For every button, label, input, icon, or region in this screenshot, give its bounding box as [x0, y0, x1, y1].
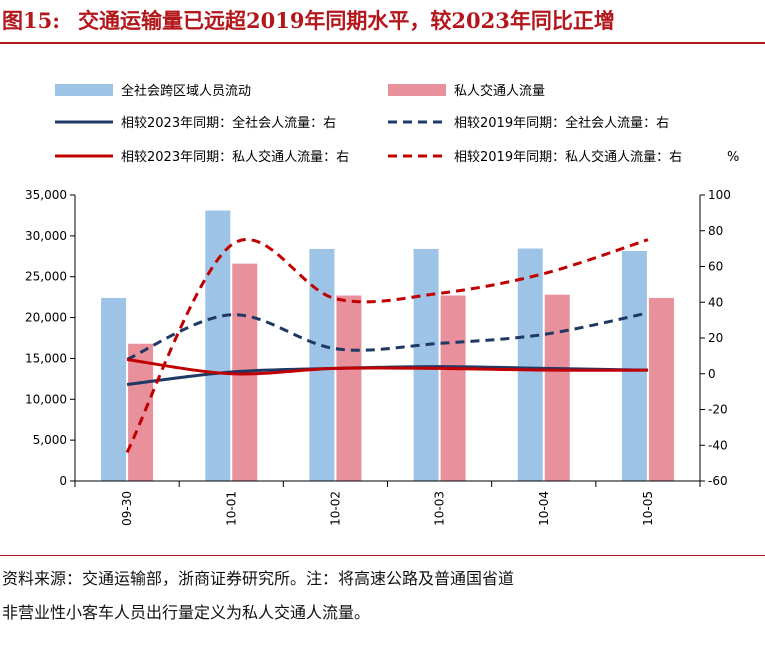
- bar-1-10-02: [309, 248, 335, 481]
- legend-label-6: 相较2019年同期：私人交通人流量：右: [454, 149, 682, 165]
- figure-number: 图15:: [2, 8, 60, 33]
- x-tick-label: 10-05: [641, 491, 655, 526]
- legend-swatch-1: [55, 84, 113, 96]
- x-tick-label: 09-30: [120, 491, 134, 526]
- left-tick-label: 15,000: [25, 351, 67, 365]
- legend-swatch-2: [388, 84, 446, 96]
- figure-title: 交通运输量已远超2019年同期水平，较2023年同比正增: [77, 8, 615, 33]
- x-tick-label: 10-02: [328, 491, 342, 526]
- left-tick-label: 30,000: [25, 229, 67, 243]
- right-tick-label: 40: [708, 295, 723, 309]
- legend-label-1: 全社会跨区域人员流动: [121, 83, 251, 99]
- right-tick-label: 80: [708, 224, 723, 238]
- bar-2-10-04: [544, 294, 570, 481]
- right-axis-unit: %: [727, 150, 739, 165]
- source-line-1: 资料来源：交通运输部，浙商证券研究所。注：将高速公路及普通国省道: [2, 569, 515, 588]
- right-tick-label: 0: [708, 367, 716, 381]
- left-tick-label: 25,000: [25, 270, 67, 284]
- bar-2-10-05: [648, 297, 674, 481]
- left-tick-label: 35,000: [25, 188, 67, 202]
- legend-label-5: 相较2023年同期：私人交通人流量：右: [121, 149, 349, 165]
- legend-label-4: 相较2019年同期：全社会人流量：右: [454, 115, 669, 131]
- left-tick-label: 5,000: [33, 433, 67, 447]
- source-note: 资料来源：交通运输部，浙商证券研究所。注：将高速公路及普通国省道 非营业性小客车…: [0, 555, 765, 630]
- bar-2-10-03: [440, 295, 466, 481]
- source-line-2: 非营业性小客车人员出行量定义为私人交通人流量。: [2, 603, 371, 622]
- right-tick-label: 100: [708, 188, 731, 202]
- legend-label-3: 相较2023年同期：全社会人流量：右: [121, 115, 336, 131]
- left-tick-label: 20,000: [25, 311, 67, 325]
- legend-label-2: 私人交通人流量: [454, 83, 545, 99]
- line-series-3: [126, 357, 648, 376]
- line-series-4: [125, 238, 649, 454]
- x-tick-label: 10-01: [224, 491, 238, 526]
- line-series-2: [126, 311, 649, 361]
- bar-1-10-05: [621, 250, 647, 481]
- right-tick-label: -60: [708, 474, 728, 488]
- right-tick-label: 60: [708, 260, 723, 274]
- right-tick-label: 20: [708, 331, 723, 345]
- x-tick-label: 10-04: [537, 491, 551, 526]
- right-tick-label: -40: [708, 438, 728, 452]
- bar-2-09-30: [128, 343, 154, 481]
- right-tick-label: -20: [708, 403, 728, 417]
- bar-1-09-30: [101, 297, 127, 481]
- figure-title-bar: 图15: 交通运输量已远超2019年同期水平，较2023年同比正增: [0, 0, 765, 44]
- bar-1-10-04: [517, 248, 543, 481]
- bar-1-10-03: [413, 248, 439, 481]
- left-tick-label: 0: [59, 474, 67, 488]
- bar-1-10-01: [205, 210, 231, 482]
- x-tick-label: 10-03: [433, 491, 447, 526]
- plot-area: 0 5,000 10,000 15,000 20,000 25,000 30,000 35,0…: [25, 188, 731, 526]
- bar-2-10-02: [336, 295, 362, 481]
- left-tick-label: 10,000: [25, 392, 67, 406]
